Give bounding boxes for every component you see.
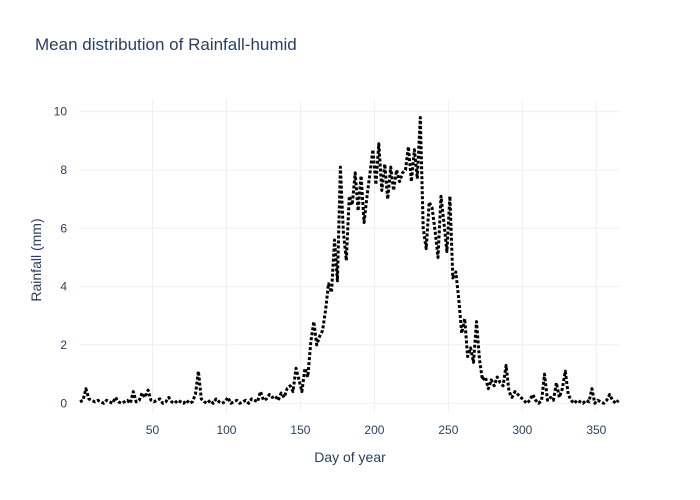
y-tick-label: 8 (60, 163, 67, 177)
y-tick-label: 2 (60, 338, 67, 352)
x-tick-label: 50 (146, 423, 160, 437)
x-tick-label: 250 (438, 423, 458, 437)
grid (80, 100, 620, 412)
y-tick-label: 6 (60, 221, 67, 235)
x-tick-label: 150 (290, 423, 310, 437)
x-tick-label: 350 (586, 423, 606, 437)
x-tick-label: 100 (216, 423, 236, 437)
rainfall-series-line (79, 116, 620, 405)
x-axis-title: Day of year (314, 449, 386, 465)
x-tick-label: 200 (364, 423, 384, 437)
chart-title: Mean distribution of Rainfall-humid (35, 35, 297, 54)
x-tick-label: 300 (512, 423, 532, 437)
y-axis-title: Rainfall (mm) (28, 218, 44, 301)
y-tick-label: 0 (60, 396, 67, 410)
y-axis-ticks: 0 2 4 6 8 10 (54, 105, 68, 411)
x-axis-ticks: 50 100 150 200 250 300 350 (146, 423, 607, 437)
y-tick-label: 10 (54, 105, 68, 119)
y-tick-label: 4 (60, 280, 67, 294)
